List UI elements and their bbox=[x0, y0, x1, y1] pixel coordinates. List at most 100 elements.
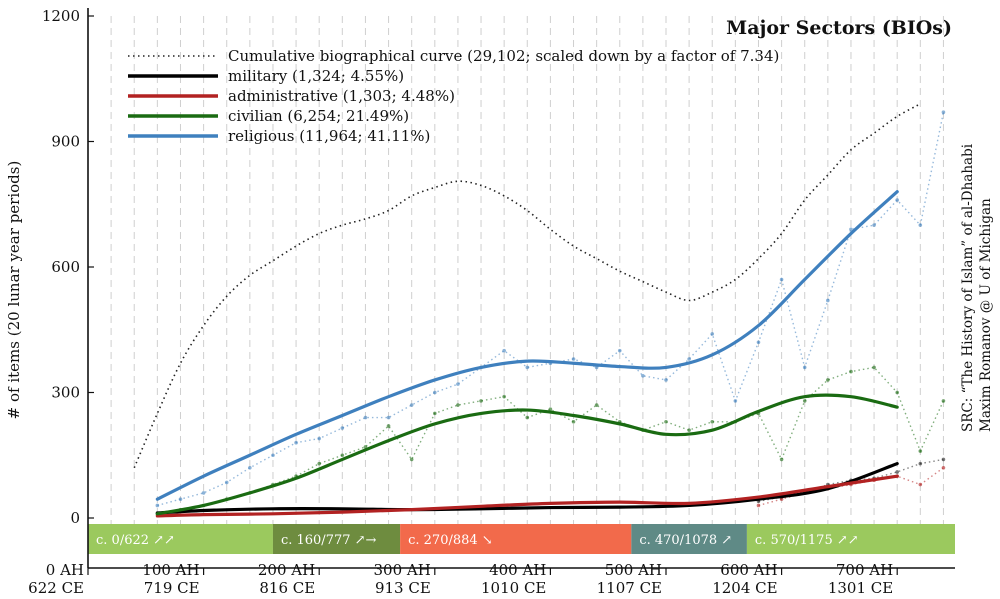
raw-data-point bbox=[664, 378, 668, 382]
raw-data-point bbox=[224, 480, 229, 485]
y-tick-label: 900 bbox=[51, 133, 80, 151]
period-bands: c. 0/622 ↗↗ c. 160/777 ↗→ c. 270/884 ↘ c. 4… bbox=[88, 524, 955, 554]
raw-data-point bbox=[756, 503, 761, 508]
raw-data-point bbox=[594, 403, 599, 407]
legend: Cumulative biographical curve (29,102; s… bbox=[128, 47, 779, 145]
raw-data-point bbox=[941, 466, 946, 470]
raw-data-point bbox=[155, 503, 160, 508]
y-tick-label: 1200 bbox=[42, 7, 80, 25]
raw-data-point bbox=[456, 403, 460, 407]
series-line-4 bbox=[155, 190, 899, 501]
axes bbox=[87, 8, 955, 569]
raw-data-point bbox=[779, 277, 784, 282]
raw-data-point bbox=[687, 357, 691, 361]
raw-data-point bbox=[941, 110, 946, 115]
legend-label: religious (11,964; 41.11%) bbox=[228, 127, 430, 145]
source-note-line-2: Maxim Romanov @ U of Michigan bbox=[978, 198, 994, 432]
raw-data-point bbox=[201, 491, 206, 495]
series-lines bbox=[133, 103, 921, 518]
x-tick-label: 0 AH bbox=[46, 561, 84, 579]
raw-data-point bbox=[433, 411, 437, 416]
raw-data-point bbox=[294, 440, 298, 445]
raw-data-point bbox=[502, 348, 506, 353]
x-tick-label: 500 AH bbox=[605, 561, 662, 579]
period-band bbox=[631, 524, 747, 554]
period-label: c. 0/622 ↗↗ bbox=[96, 533, 175, 548]
raw-data-point bbox=[779, 457, 784, 462]
raw-data-point bbox=[802, 365, 807, 370]
y-tick-label: 300 bbox=[51, 384, 80, 402]
period-label: c. 570/1175 ↗↗ bbox=[755, 533, 859, 548]
legend-label: military (1,324; 4.55%) bbox=[228, 67, 404, 85]
raw-data-point bbox=[802, 399, 807, 403]
period-band bbox=[88, 524, 273, 554]
period-label: c. 270/884 ↘ bbox=[408, 533, 493, 548]
legend-label: administrative (1,303; 4.48%) bbox=[228, 87, 455, 105]
y-tick-label: 0 bbox=[70, 509, 80, 527]
raw-data-point bbox=[571, 419, 576, 424]
x-tick-label: 200 AH bbox=[258, 561, 315, 579]
chart-title: Major Sectors (BIOs) bbox=[726, 17, 952, 39]
raw-data-point bbox=[895, 198, 899, 202]
raw-data-point bbox=[409, 403, 414, 407]
raw-data-point bbox=[918, 482, 923, 487]
raw-data-point bbox=[849, 369, 853, 374]
x-tick-label: 700 AH bbox=[836, 561, 893, 579]
raw-data-point bbox=[687, 428, 691, 432]
raw-data-point bbox=[409, 457, 414, 462]
raw-data-point bbox=[710, 332, 715, 336]
raw-data-point bbox=[918, 461, 923, 466]
period-label: c. 160/777 ↗→ bbox=[281, 533, 377, 548]
raw-data-point bbox=[918, 449, 923, 453]
raw-data-point bbox=[340, 453, 345, 458]
raw-data-point bbox=[317, 461, 322, 466]
x-tick-label: 1010 CE bbox=[481, 579, 546, 597]
raw-data-point bbox=[456, 382, 460, 386]
raw-data-point bbox=[525, 365, 530, 370]
raw-data-point bbox=[895, 390, 899, 395]
raw-data-point bbox=[502, 394, 506, 399]
period-label: c. 470/1078 ↗ bbox=[639, 533, 732, 548]
series-line-2 bbox=[155, 474, 899, 518]
raw-data-point bbox=[363, 445, 368, 449]
raw-data-point bbox=[248, 466, 252, 470]
series-line-3 bbox=[155, 393, 899, 516]
x-tick-label: 1204 CE bbox=[712, 579, 777, 597]
legend-label: Cumulative biographical curve (29,102; s… bbox=[228, 47, 779, 65]
y-axis-label: # of items (20 lunar year periods) bbox=[5, 161, 23, 420]
raw-data-point bbox=[386, 424, 391, 428]
raw-data-point bbox=[317, 436, 322, 441]
raw-data-point bbox=[779, 497, 784, 501]
raw-data-point bbox=[571, 357, 576, 361]
y-tick-label: 600 bbox=[51, 258, 80, 276]
raw-data-point bbox=[918, 223, 923, 227]
raw-data-point bbox=[941, 457, 946, 462]
raw-data-point bbox=[826, 298, 830, 303]
series-line-1 bbox=[155, 462, 899, 515]
x-tick-label: 913 CE bbox=[375, 579, 431, 597]
x-tick-label: 400 AH bbox=[489, 561, 546, 579]
raw-data-point bbox=[872, 365, 876, 370]
raw-data-point bbox=[386, 415, 391, 420]
raw-data-point bbox=[548, 407, 553, 412]
period-band bbox=[746, 524, 955, 554]
raw-data-point bbox=[525, 415, 530, 420]
raw-data-point bbox=[826, 378, 830, 382]
raw-data-point bbox=[433, 390, 437, 395]
raw-data-point bbox=[479, 399, 483, 403]
period-band bbox=[272, 524, 401, 554]
x-tick-label: 1301 CE bbox=[828, 579, 893, 597]
raw-data-point bbox=[710, 419, 715, 424]
raw-data-point bbox=[941, 399, 946, 403]
raw-data-point bbox=[271, 453, 275, 458]
raw-data-point bbox=[641, 373, 645, 378]
raw-data-point bbox=[733, 399, 738, 403]
raw-data-point bbox=[872, 223, 876, 227]
x-tick-label: 816 CE bbox=[259, 579, 315, 597]
period-band bbox=[400, 524, 632, 554]
legend-label: civilian (6,254; 21.49%) bbox=[228, 107, 409, 125]
x-tick-label: 100 AH bbox=[142, 561, 199, 579]
source-note-line-1: SRC: “The History of Islam” of al-Dhahab… bbox=[960, 143, 976, 432]
